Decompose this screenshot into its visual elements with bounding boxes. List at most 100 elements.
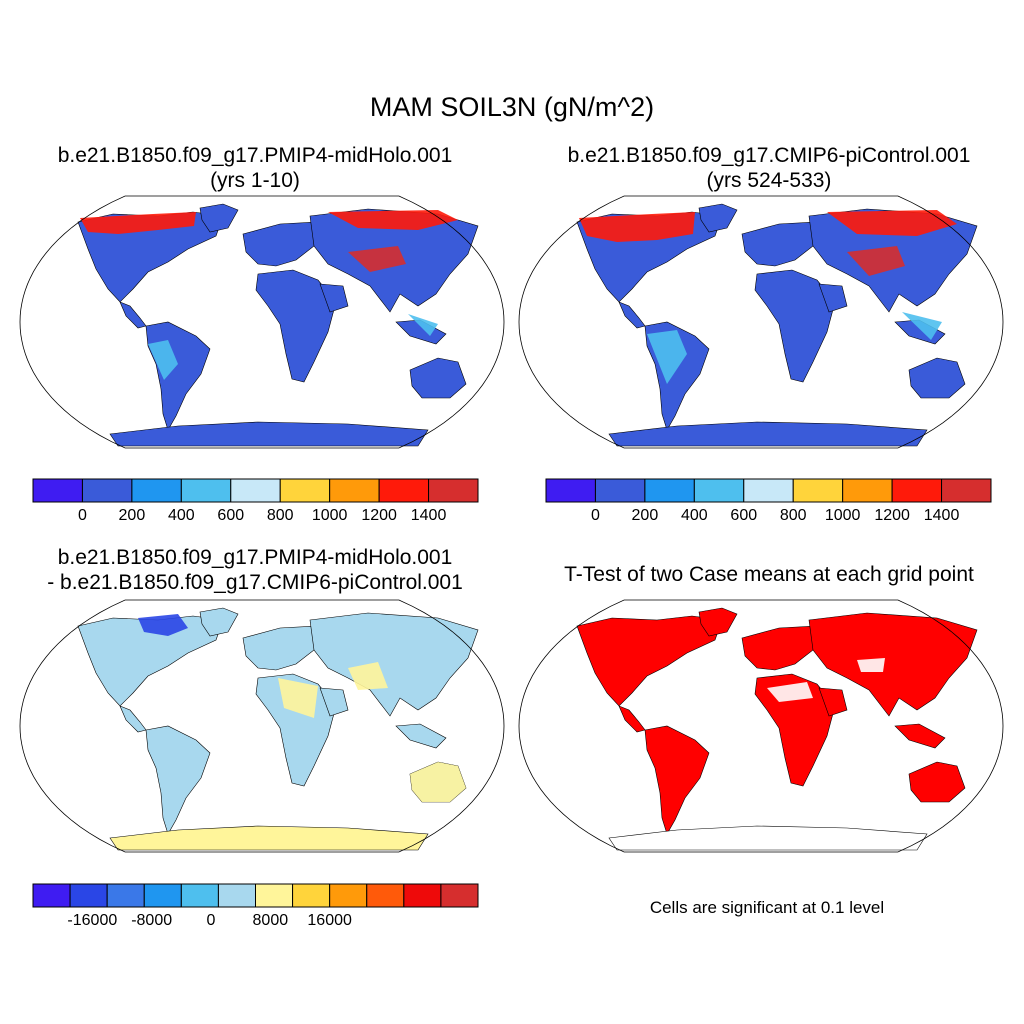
panel-2-title-line-2: (yrs 524-533) [706,169,832,192]
colorbar-box [255,883,294,908]
colorbar-box [545,478,596,503]
colorbar-tick-label: 1000 [824,507,861,524]
landmass-europe [741,221,818,267]
colorbar-tick-label: 400 [167,507,195,524]
landmass-greenland [199,607,239,637]
colorbar-box [440,883,479,908]
colorbar-box [743,478,794,503]
landmass-arabia [319,687,349,717]
value-region [278,678,318,718]
value-region [80,212,196,234]
colorbar-box [32,478,83,503]
landmass-arabia [818,687,848,717]
landmass-asia [309,612,479,717]
colorbar-box [594,478,646,503]
colorbar-box [81,478,133,503]
colorbar-box [106,883,145,908]
colorbar-tick-label: 600 [217,507,245,524]
landmass-arabia [319,283,349,313]
map-border [518,599,1004,853]
colorbar-tick-label: 0 [206,912,216,929]
value-region [328,210,458,230]
colorbar-box [131,478,182,503]
colorbar-box [366,883,405,908]
value-region [827,210,957,236]
value-region [148,340,178,380]
map-panel-picontrol [518,195,1004,449]
landmass-australia [409,357,467,399]
value-region [579,212,695,242]
colorbar-box [329,883,368,908]
panel-1-title-line-2: (yrs 1-10) [210,169,300,192]
landmass-indonesia [395,723,447,749]
landmass-europe [242,625,319,671]
colorbar-tick-label: 200 [631,507,659,524]
landmass-south-america [644,725,710,835]
colorbar-box [792,478,844,503]
colorbar-box [891,478,943,503]
landmass-europe [741,625,818,671]
landmass-africa [754,269,836,383]
colorbar-tick-label: 1400 [410,507,447,524]
colorbar-tick-label: 1400 [923,507,960,524]
landmass-europe [242,221,319,267]
landmass-greenland [698,203,738,233]
panel-2-title-line-1: b.e21.B1850.f09_g17.CMIP6-piControl.001 [567,144,971,167]
landmass-australia [908,357,966,399]
colorbar-box [403,883,442,908]
colorbar-difference [32,883,479,908]
landmass-australia [908,761,966,803]
colorbar-tick-label: 600 [730,507,758,524]
landmass-greenland [698,607,738,637]
colorbar-tick-label: 800 [266,507,294,524]
value-region [138,614,188,636]
value-region [647,330,687,384]
landmass-antarctica [608,825,928,851]
colorbar-box [292,883,331,908]
landmass-asia [808,612,978,717]
landmass-antarctica [608,421,928,447]
colorbar-box [279,478,331,503]
colorbar-picontrol [545,478,992,503]
colorbar-tick-label: 800 [779,507,807,524]
colorbar-tick-label: 1000 [311,507,348,524]
value-region [767,682,813,702]
landmass-indonesia [894,723,946,749]
map-panel-midholo [19,195,505,449]
landmass-africa [754,673,836,787]
map-panel-ttest [518,599,1004,853]
significance-note: Cells are significant at 0.1 level [649,898,885,917]
colorbar-midholo [32,478,479,503]
value-region [348,246,406,272]
colorbar-box [842,478,893,503]
panel-4-title: T-Test of two Case means at each grid po… [524,562,1014,587]
panel-1-title-line-1: b.e21.B1850.f09_g17.PMIP4-midHolo.001 [57,144,453,167]
colorbar-tick-label: 1200 [361,507,397,524]
value-region [348,662,388,690]
colorbar-box [180,478,232,503]
panel-3-title: b.e21.B1850.f09_g17.PMIP4-midHolo.001 - … [10,545,500,595]
panel-2-title: b.e21.B1850.f09_g17.CMIP6-piControl.001 … [524,143,1014,193]
panel-3-title-line-2: - b.e21.B1850.f09_g17.CMIP6-piControl.00… [47,571,463,594]
value-region [410,762,466,802]
colorbar-box [230,478,281,503]
colorbar-box [644,478,695,503]
panel-1-title: b.e21.B1850.f09_g17.PMIP4-midHolo.001 (y… [10,143,500,193]
value-region [847,246,905,276]
colorbar-tick-label: 8000 [252,912,289,929]
colorbar-box [329,478,380,503]
colorbar-tick-label: 0 [590,507,600,524]
landmass-antarctica [109,421,429,447]
landmass-north-america [576,615,723,707]
colorbar-tick-label: 400 [680,507,708,524]
map-border [19,195,505,449]
map-border [518,195,1004,449]
landmass-arabia [818,283,848,313]
colorbar-box [143,883,182,908]
value-region [857,658,885,672]
colorbar-box [69,883,108,908]
landmass-greenland [199,203,239,233]
landmass-africa [255,269,337,383]
colorbar-tick-label: -8000 [131,912,173,929]
colorbar-box [693,478,745,503]
